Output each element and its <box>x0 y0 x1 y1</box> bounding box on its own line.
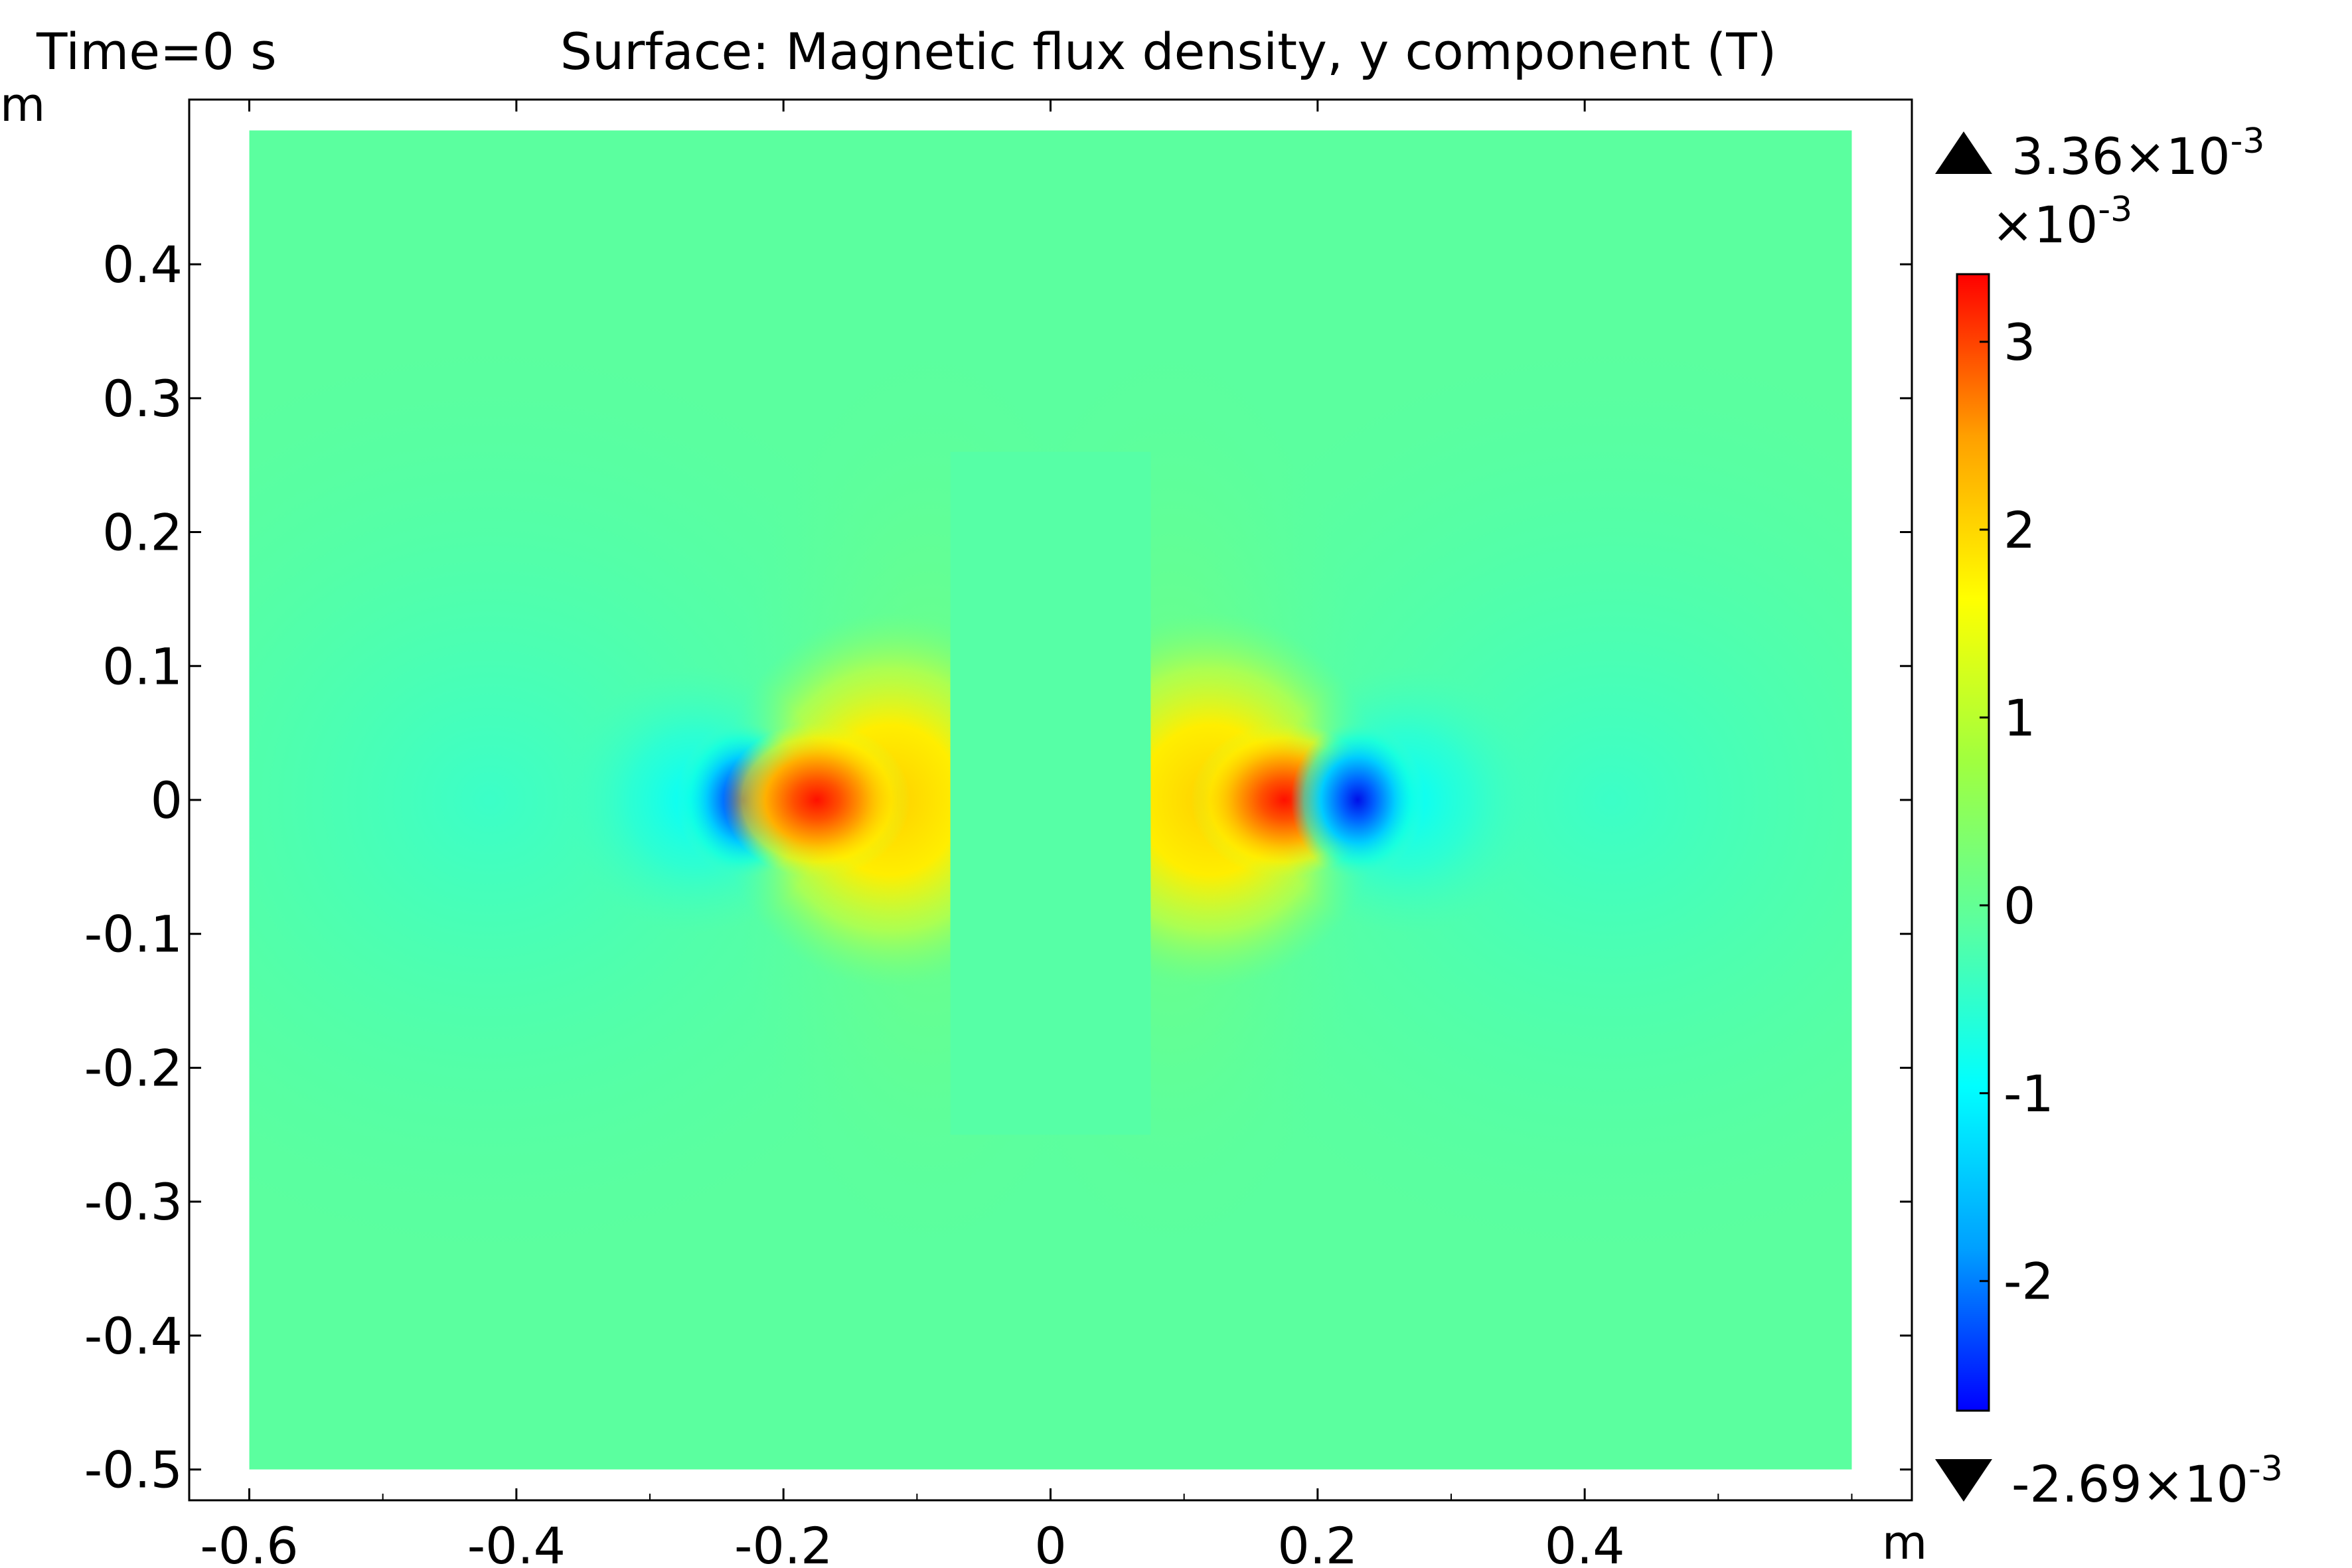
y-tick-label: -0.1 <box>84 905 183 964</box>
y-tick-label: -0.2 <box>84 1038 183 1097</box>
hotspot-positive-1 <box>723 722 911 878</box>
colorbar-tick-label: -2 <box>2003 1252 2054 1311</box>
colorbar: 3 2 1 0 -1 -2 3.36×10-3×10-3 -2.69×10-3 <box>1935 121 2283 1514</box>
field-surface <box>249 130 1852 1470</box>
uniform-core-region <box>950 451 1151 1135</box>
x-axis-ticks: -0.6 -0.4 -0.2 0 0.2 0.4 <box>200 100 1853 1568</box>
y-tick-label: -0.5 <box>84 1441 183 1500</box>
y-axis-ticks: 0.4 0.3 0.2 0.1 0 -0.1 -0.2 -0.3 -0.4 -0.5 <box>84 235 1912 1500</box>
y-tick-label: 0.2 <box>102 503 183 562</box>
colorbar-max-label: 3.36×10-3 <box>2011 121 2264 186</box>
x-tick-label: -0.6 <box>200 1516 298 1568</box>
colorbar-gradient <box>1956 273 1990 1412</box>
hotspot-negative-3 <box>1291 722 1425 878</box>
x-tick-label: 0 <box>1034 1516 1066 1568</box>
colorbar-tick-label: 1 <box>2003 688 2035 747</box>
x-tick-label: -0.4 <box>467 1516 566 1568</box>
x-tick-label: 0.2 <box>1277 1516 1358 1568</box>
colorbar-tick-label: 0 <box>2003 876 2035 935</box>
y-axis-label: m <box>0 78 45 132</box>
colorbar-scale-label: ×10-3 <box>1992 190 2132 254</box>
x-axis-label: m <box>1882 1516 1927 1568</box>
colorbar-tick-label: 2 <box>2003 501 2035 560</box>
time-label: Time=0 s <box>36 22 277 81</box>
colorbar-min-label: -2.69×10-3 <box>2011 1449 2283 1514</box>
y-tick-label: 0.4 <box>102 235 183 294</box>
y-tick-label: 0 <box>151 771 183 830</box>
chart-title: Surface: Magnetic flux density, y compon… <box>560 22 1777 81</box>
colorbar-tick-label: -1 <box>2003 1064 2054 1123</box>
y-tick-label: -0.4 <box>84 1306 183 1366</box>
min-triangle-icon <box>1935 1459 1992 1502</box>
colorbar-tick-label: 3 <box>2003 313 2035 372</box>
max-triangle-icon <box>1935 131 1992 174</box>
x-tick-label: 0.4 <box>1545 1516 1625 1568</box>
y-tick-label: 0.3 <box>102 369 183 428</box>
y-tick-label: 0.1 <box>102 637 183 696</box>
x-tick-label: -0.2 <box>734 1516 832 1568</box>
y-tick-label: -0.3 <box>84 1172 183 1231</box>
